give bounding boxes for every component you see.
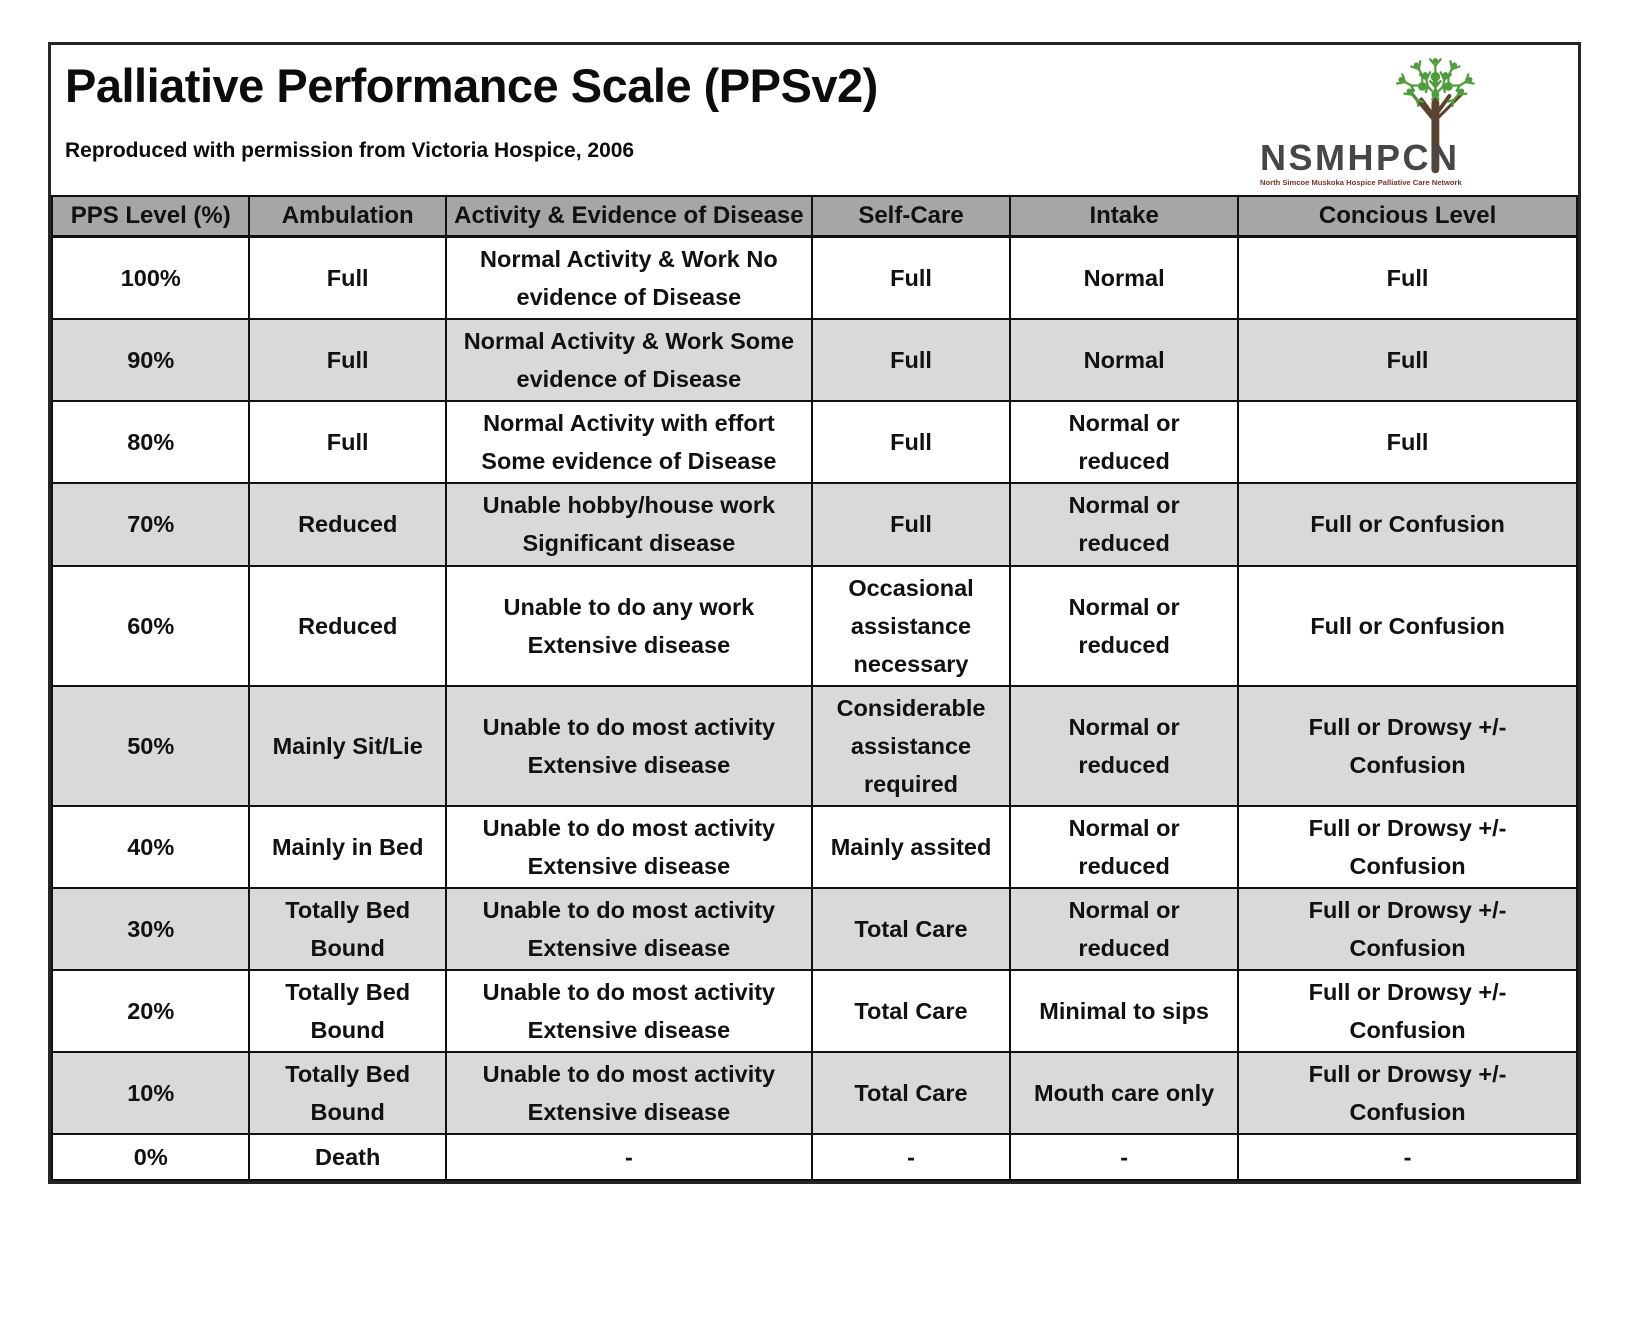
table-cell: Totally Bed Bound [248, 969, 447, 1054]
table-cell: Full [1237, 400, 1578, 485]
table-cell: 10% [50, 1051, 251, 1136]
column-header: Self-Care [810, 195, 1012, 238]
page-title: Palliative Performance Scale (PPSv2) [65, 59, 878, 112]
column-header: PPS Level (%) [50, 195, 251, 238]
table-cell: 60% [50, 564, 251, 687]
table-cell: 50% [50, 684, 251, 807]
table-cell: Normal or reduced [1009, 804, 1240, 890]
document-header: Palliative Performance Scale (PPSv2) Rep… [51, 45, 1578, 195]
table-cell: Full or Drowsy +/- Confusion [1237, 684, 1578, 807]
table-cell: 30% [50, 886, 251, 972]
table-cell: Full [810, 400, 1012, 485]
table-row: 60% Reduced Unable to do any work Extensiv… [50, 564, 1578, 687]
table-cell: Full [1237, 235, 1578, 321]
attribution-text: Reproduced with permission from Victoria… [65, 139, 635, 163]
table-cell: Normal Activity & Work Some evidence of … [444, 318, 813, 403]
table-cell: Reduced [248, 564, 447, 687]
table-cell: Minimal to sips [1009, 969, 1240, 1054]
tree-of-people-icon [1394, 56, 1476, 174]
table-cell: Death [248, 1133, 447, 1182]
table-cell: Totally Bed Bound [248, 886, 447, 972]
column-header: Activity & Evidence of Disease [444, 195, 813, 238]
table-cell: - [1009, 1133, 1240, 1182]
table-cell: Unable to do most activity Extensive dis… [444, 684, 813, 807]
table-cell: Normal or reduced [1009, 684, 1240, 807]
table-row: 100% Full Normal Activity & Work No eviden… [50, 235, 1578, 321]
table-cell: Normal [1009, 235, 1240, 321]
table-cell: Full or Drowsy +/- Confusion [1237, 1051, 1578, 1136]
table-cell: Reduced [248, 482, 447, 567]
table-cell: Total Care [810, 886, 1012, 972]
table-cell: Occasional assistance necessary [810, 564, 1012, 687]
table-cell: Normal or reduced [1009, 886, 1240, 972]
table-cell: Full [810, 235, 1012, 321]
logo-acronym: NSMHPCN [1260, 137, 1460, 178]
table-cell: Full [810, 318, 1012, 403]
table-cell: Full [248, 400, 447, 485]
table-cell: Mainly Sit/Lie [248, 684, 447, 807]
table-row: 10% Totally Bed Bound Unable to do most ac… [50, 1051, 1578, 1136]
table-cell: Full or Confusion [1237, 482, 1578, 567]
table-cell: Full or Drowsy +/- Confusion [1237, 886, 1578, 972]
table-cell: Full [248, 235, 447, 321]
table-cell: Unable to do any work Extensive disease [444, 564, 813, 687]
document-box: Palliative Performance Scale (PPSv2) Rep… [48, 42, 1581, 1185]
table-cell: 0% [50, 1133, 251, 1182]
table-row: 30% Totally Bed Bound Unable to do most ac… [50, 886, 1578, 972]
table-cell: 90% [50, 318, 251, 403]
logo-tagline: North Simcoe Muskoka Hospice Palliative … [1260, 178, 1462, 187]
table-cell: Unable to do most activity Extensive dis… [444, 886, 813, 972]
table-row: 50% Mainly Sit/Lie Unable to do most activ… [50, 684, 1578, 807]
column-header: Concious Level [1237, 195, 1578, 238]
table-cell: - [1237, 1133, 1578, 1182]
table-row: 70% Reduced Unable hobby/house work Signif… [50, 482, 1578, 567]
table-cell: Full [810, 482, 1012, 567]
table-cell: Mouth care only [1009, 1051, 1240, 1136]
column-header: Ambulation [248, 195, 447, 238]
table-row: 20% Totally Bed Bound Unable to do most ac… [50, 969, 1578, 1054]
table-cell: 70% [50, 482, 251, 567]
table-cell: Normal or reduced [1009, 564, 1240, 687]
table-cell: Full [248, 318, 447, 403]
table-cell: Normal or reduced [1009, 482, 1240, 567]
column-header: Intake [1009, 195, 1240, 238]
logo-wordmark: NSMHPCN North Simcoe Muskoka Hospice Pal… [1260, 137, 1462, 188]
table-row: 90% Full Normal Activity & Work Some evide… [50, 318, 1578, 403]
table-cell: 20% [50, 969, 251, 1054]
table-cell: Normal Activity with effort Some evidenc… [444, 400, 813, 485]
table-cell: 80% [50, 400, 251, 485]
table-cell: Total Care [810, 969, 1012, 1054]
table-cell: Considerable assistance required [810, 684, 1012, 807]
table-row: 40% Mainly in Bed Unable to do most activi… [50, 804, 1578, 890]
table-cell: Unable hobby/house work Significant dise… [444, 482, 813, 567]
table-cell: Unable to do most activity Extensive dis… [444, 1051, 813, 1136]
table-cell: Mainly assited [810, 804, 1012, 890]
table-row: 80% Full Normal Activity with effort Some … [50, 400, 1578, 485]
table-row: 0% Death - - - - [50, 1133, 1578, 1182]
table-cell: Full or Drowsy +/- Confusion [1237, 969, 1578, 1054]
nsmhpcn-logo: NSMHPCN North Simcoe Muskoka Hospice Pal… [1260, 51, 1492, 191]
table-cell: Full [1237, 318, 1578, 403]
table-cell: - [444, 1133, 813, 1182]
page: { "page": { "title": "Palliative Perform… [0, 42, 1650, 1317]
table-body: 100% Full Normal Activity & Work No eviden… [50, 235, 1578, 1182]
table-cell: Normal Activity & Work No evidence of Di… [444, 235, 813, 321]
table-cell: Full or Drowsy +/- Confusion [1237, 804, 1578, 890]
table-cell: Full or Confusion [1237, 564, 1578, 687]
table-cell: Normal or reduced [1009, 400, 1240, 485]
table-cell: Unable to do most activity Extensive dis… [444, 804, 813, 890]
table-header-row: PPS Level (%) Ambulation Activity & Eviden… [50, 195, 1578, 238]
table-cell: - [810, 1133, 1012, 1182]
table-cell: Mainly in Bed [248, 804, 447, 890]
table-cell: Total Care [810, 1051, 1012, 1136]
table-cell: Totally Bed Bound [248, 1051, 447, 1136]
table-cell: 100% [50, 235, 251, 321]
table-cell: 40% [50, 804, 251, 890]
table-cell: Unable to do most activity Extensive dis… [444, 969, 813, 1054]
pps-table: PPS Level (%) Ambulation Activity & Eviden… [50, 195, 1578, 1182]
table-cell: Normal [1009, 318, 1240, 403]
